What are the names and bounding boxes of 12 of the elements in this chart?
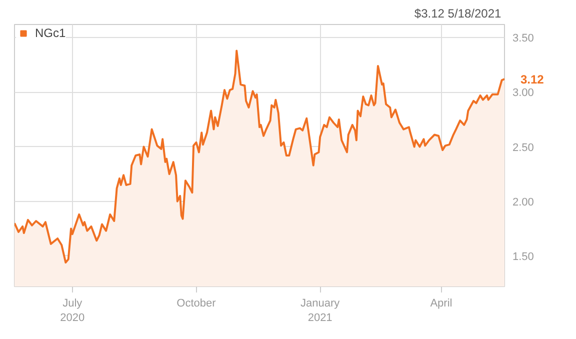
y-tick-label: 2.00 [512, 196, 534, 208]
x-tick-label: January 2021 [300, 298, 340, 324]
y-tick-label: 3.00 [512, 87, 534, 100]
y-tick-label: 3.50 [512, 32, 534, 45]
x-tick-label: April [430, 298, 452, 310]
x-tick-label: July 2020 [60, 298, 85, 324]
text: $3.12 5/18/2021 [414, 6, 502, 20]
y-tick-label: 2.50 [512, 142, 534, 154]
annotation: 3.12 [520, 72, 544, 87]
y-tick-label: 1.50 [512, 250, 534, 263]
x-tick-label: October [176, 298, 216, 310]
legend-label: NGc1 [35, 26, 66, 40]
